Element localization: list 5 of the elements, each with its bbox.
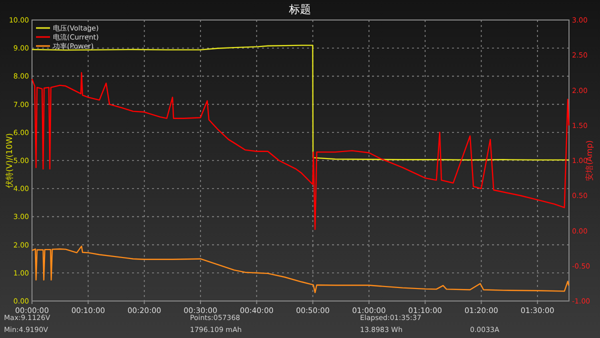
chart-title: 标题 bbox=[288, 3, 311, 16]
line-series bbox=[31, 72, 570, 230]
line-series bbox=[31, 44, 570, 161]
line-series bbox=[31, 246, 570, 294]
y-axis-title: 伏特(V)/(10W) bbox=[5, 133, 14, 188]
